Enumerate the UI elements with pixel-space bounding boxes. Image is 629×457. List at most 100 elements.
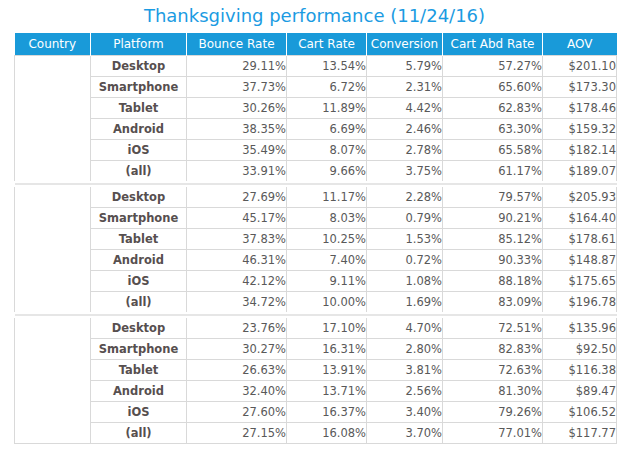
bounce-rate-cell: 37.73%	[187, 77, 287, 98]
bounce-rate-cell: 27.60%	[187, 402, 287, 423]
cart-abd-rate-cell: 85.12%	[443, 229, 543, 250]
conversion-cell: 1.53%	[367, 229, 443, 250]
column-header-aov: AOV	[543, 33, 617, 56]
conversion-cell: 2.31%	[367, 77, 443, 98]
aov-cell: $159.32	[543, 119, 617, 140]
bounce-rate-cell: 37.83%	[187, 229, 287, 250]
table-row: (all) 34.72% 10.00% 1.69% 83.09% $196.78	[15, 292, 617, 314]
conversion-cell: 4.70%	[367, 317, 443, 339]
bounce-rate-cell: 27.15%	[187, 423, 287, 444]
platform-cell: Tablet	[91, 360, 187, 381]
platform-cell: (all)	[91, 161, 187, 183]
bounce-rate-cell: 33.91%	[187, 161, 287, 183]
table-row: iOS 42.12% 9.11% 1.08% 88.18% $175.65	[15, 271, 617, 292]
aov-cell: $92.50	[543, 339, 617, 360]
bounce-rate-cell: 45.17%	[187, 208, 287, 229]
aov-cell: $89.47	[543, 381, 617, 402]
aov-cell: $189.07	[543, 161, 617, 183]
conversion-cell: 1.69%	[367, 292, 443, 314]
bounce-rate-cell: 42.12%	[187, 271, 287, 292]
cart-abd-rate-cell: 83.09%	[443, 292, 543, 314]
header-row: Country Platform Bounce Rate Cart Rate C…	[15, 33, 617, 56]
cart-rate-cell: 9.66%	[287, 161, 367, 183]
cart-abd-rate-cell: 81.30%	[443, 381, 543, 402]
cart-abd-rate-cell: 65.58%	[443, 140, 543, 161]
conversion-cell: 3.40%	[367, 402, 443, 423]
cart-rate-cell: 17.10%	[287, 317, 367, 339]
platform-cell: iOS	[91, 402, 187, 423]
aov-cell: $173.30	[543, 77, 617, 98]
cart-rate-cell: 13.71%	[287, 381, 367, 402]
cart-rate-cell: 6.69%	[287, 119, 367, 140]
table-row: Android 38.35% 6.69% 2.46% 63.30% $159.3…	[15, 119, 617, 140]
table-row: Tablet 26.63% 13.91% 3.81% 72.63% $116.3…	[15, 360, 617, 381]
aov-cell: $205.93	[543, 186, 617, 208]
cart-rate-cell: 13.91%	[287, 360, 367, 381]
bounce-rate-cell: 35.49%	[187, 140, 287, 161]
cart-abd-rate-cell: 72.63%	[443, 360, 543, 381]
platform-cell: Desktop	[91, 56, 187, 77]
conversion-cell: 3.75%	[367, 161, 443, 183]
cart-abd-rate-cell: 88.18%	[443, 271, 543, 292]
cart-abd-rate-cell: 90.21%	[443, 208, 543, 229]
aov-cell: $135.96	[543, 317, 617, 339]
conversion-cell: 2.80%	[367, 339, 443, 360]
cart-abd-rate-cell: 72.51%	[443, 317, 543, 339]
bounce-rate-cell: 46.31%	[187, 250, 287, 271]
aov-cell: $178.61	[543, 229, 617, 250]
platform-cell: Tablet	[91, 229, 187, 250]
conversion-cell: 4.42%	[367, 98, 443, 119]
table-row: (all) 33.91% 9.66% 3.75% 61.17% $189.07	[15, 161, 617, 183]
conversion-cell: 2.56%	[367, 381, 443, 402]
column-header-bounce-rate: Bounce Rate	[187, 33, 287, 56]
table-row: Tablet 30.26% 11.89% 4.42% 62.83% $178.4…	[15, 98, 617, 119]
table-row: (all) 27.15% 16.08% 3.70% 77.01% $117.77	[15, 423, 617, 444]
performance-table: Country Platform Bounce Rate Cart Rate C…	[14, 33, 617, 444]
table-row: Tablet 37.83% 10.25% 1.53% 85.12% $178.6…	[15, 229, 617, 250]
cart-abd-rate-cell: 79.26%	[443, 402, 543, 423]
table-row: Smartphone 37.73% 6.72% 2.31% 65.60% $17…	[15, 77, 617, 98]
conversion-cell: 0.72%	[367, 250, 443, 271]
column-header-conversion: Conversion	[367, 33, 443, 56]
platform-cell: iOS	[91, 140, 187, 161]
conversion-cell: 2.78%	[367, 140, 443, 161]
cart-abd-rate-cell: 82.83%	[443, 339, 543, 360]
table-row: GB Desktop 23.76% 17.10% 4.70% 72.51% $1…	[15, 317, 617, 339]
cart-abd-rate-cell: 90.33%	[443, 250, 543, 271]
table-row: Android 32.40% 13.71% 2.56% 81.30% $89.4…	[15, 381, 617, 402]
conversion-cell: 2.28%	[367, 186, 443, 208]
conversion-cell: 3.70%	[367, 423, 443, 444]
cart-abd-rate-cell: 79.57%	[443, 186, 543, 208]
cart-abd-rate-cell: 77.01%	[443, 423, 543, 444]
cart-rate-cell: 13.54%	[287, 56, 367, 77]
column-header-country: Country	[15, 33, 91, 56]
aov-cell: $182.14	[543, 140, 617, 161]
cart-rate-cell: 8.07%	[287, 140, 367, 161]
cart-rate-cell: 16.37%	[287, 402, 367, 423]
aov-cell: $201.10	[543, 56, 617, 77]
table-row: Android 46.31% 7.40% 0.72% 90.33% $148.8…	[15, 250, 617, 271]
aov-cell: $178.46	[543, 98, 617, 119]
platform-cell: Smartphone	[91, 77, 187, 98]
column-header-cart-rate: Cart Rate	[287, 33, 367, 56]
platform-cell: (all)	[91, 423, 187, 444]
cart-rate-cell: 10.00%	[287, 292, 367, 314]
aov-cell: $148.87	[543, 250, 617, 271]
platform-cell: Smartphone	[91, 339, 187, 360]
page-title: Thanksgiving performance (11/24/16)	[0, 0, 629, 33]
cart-rate-cell: 16.08%	[287, 423, 367, 444]
platform-cell: Android	[91, 381, 187, 402]
platform-cell: Android	[91, 119, 187, 140]
aov-cell: $117.77	[543, 423, 617, 444]
bounce-rate-cell: 29.11%	[187, 56, 287, 77]
column-header-cart-abd-rate: Cart Abd Rate	[443, 33, 543, 56]
table-row: Smartphone 45.17% 8.03% 0.79% 90.21% $16…	[15, 208, 617, 229]
bounce-rate-cell: 23.76%	[187, 317, 287, 339]
country-cell-us: US	[15, 56, 91, 183]
cart-rate-cell: 8.03%	[287, 208, 367, 229]
aov-cell: $106.52	[543, 402, 617, 423]
cart-rate-cell: 9.11%	[287, 271, 367, 292]
conversion-cell: 5.79%	[367, 56, 443, 77]
report-page: Thanksgiving performance (11/24/16) Coun…	[0, 0, 629, 457]
cart-rate-cell: 11.89%	[287, 98, 367, 119]
